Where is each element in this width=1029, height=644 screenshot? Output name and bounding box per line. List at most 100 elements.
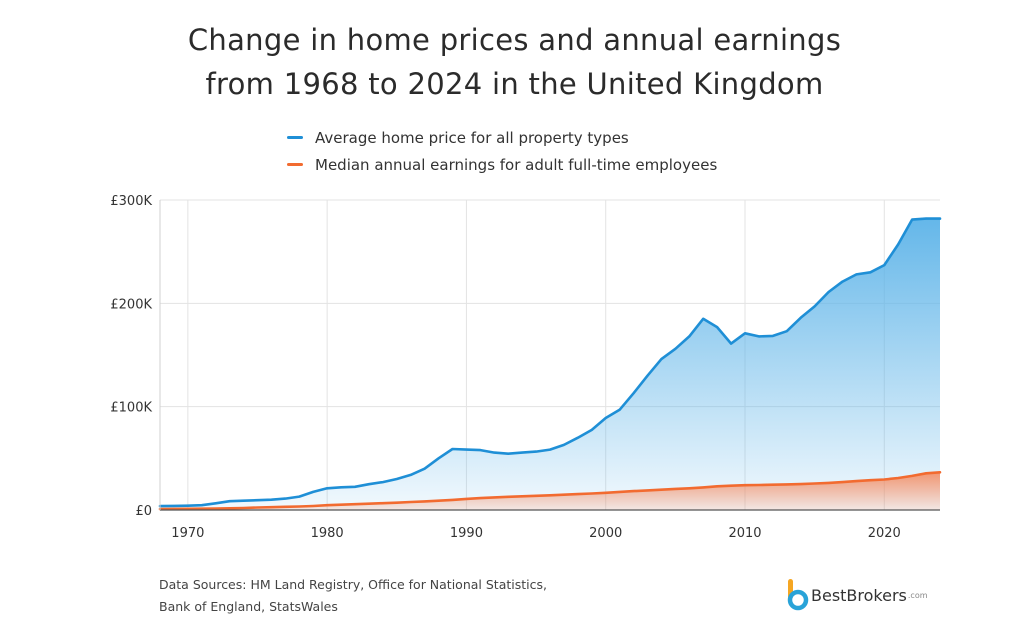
data-point-earnings [423, 500, 426, 503]
data-point-earnings [368, 502, 370, 505]
data-point-earnings [730, 484, 732, 487]
data-point-home-price [368, 483, 370, 486]
data-point-earnings [799, 483, 802, 485]
data-point-earnings [270, 506, 273, 509]
data-point-earnings [549, 494, 551, 497]
data-point-home-price [646, 374, 649, 377]
data-point-home-price [214, 502, 217, 505]
data-point-home-price [479, 449, 482, 451]
data-point-home-price [785, 330, 788, 333]
data-point-earnings [785, 483, 788, 486]
data-sources-note: Data Sources: HM Land Registry, Office f… [159, 574, 547, 618]
data-point-home-price [841, 280, 844, 283]
data-point-earnings [590, 492, 593, 495]
series-areas [160, 218, 940, 510]
x-tick-label: 1990 [450, 526, 483, 541]
series-area-home-price [160, 218, 940, 510]
chart-title: Change in home prices and annual earning… [0, 18, 1029, 106]
data-point-home-price [535, 450, 537, 453]
data-point-earnings [173, 507, 175, 510]
data-point-earnings [883, 478, 886, 481]
data-point-earnings [326, 504, 329, 507]
data-point-home-price [855, 273, 858, 276]
data-point-earnings [493, 496, 496, 499]
data-point-home-price [799, 316, 802, 319]
data-point-earnings [465, 498, 468, 500]
data-point-earnings [576, 493, 579, 495]
legend-swatch-earnings [287, 163, 303, 166]
data-point-earnings [535, 494, 537, 497]
y-tick-label: £200K [110, 297, 152, 312]
data-point-earnings [381, 502, 384, 505]
data-point-home-price [674, 347, 677, 350]
data-sources-line-1: Data Sources: HM Land Registry, Office f… [159, 577, 547, 592]
area-chart: £0 £100K £200K £300K 1970 1980 1990 2000 2010 202… [110, 194, 942, 541]
data-point-earnings [354, 503, 356, 506]
data-point-home-price [758, 335, 760, 338]
data-point-earnings [604, 491, 607, 494]
data-point-earnings [395, 501, 398, 504]
data-point-home-price [632, 392, 635, 395]
x-tick-label: 1980 [311, 526, 344, 541]
data-point-earnings [521, 495, 524, 498]
data-point-earnings [744, 484, 746, 487]
data-point-earnings [688, 487, 691, 490]
data-point-home-price [521, 451, 524, 454]
data-point-earnings [925, 472, 927, 475]
data-point-home-price [507, 452, 510, 455]
data-point-earnings [200, 507, 203, 510]
data-point-home-price [298, 495, 301, 498]
data-point-earnings [451, 498, 454, 501]
data-point-home-price [716, 326, 719, 328]
data-point-earnings [479, 497, 482, 500]
series-lines [158, 217, 942, 511]
brand-domain: .com [907, 590, 928, 600]
data-point-home-price [326, 487, 329, 490]
data-point-home-price [744, 332, 746, 335]
data-point-home-price [604, 417, 607, 419]
data-point-home-price [423, 467, 426, 470]
data-point-home-price [284, 497, 287, 500]
data-point-earnings [563, 493, 565, 496]
bestbrokers-logo-icon [787, 579, 809, 611]
data-point-earnings [507, 495, 510, 498]
chart-title-line-1: Change in home prices and annual earning… [187, 23, 842, 57]
data-point-earnings [911, 475, 914, 477]
data-point-earnings [716, 485, 719, 488]
data-point-home-price [200, 504, 203, 507]
data-point-home-price [437, 457, 440, 460]
data-point-home-price [618, 408, 621, 411]
data-point-earnings [256, 506, 259, 509]
data-point-home-price [939, 217, 941, 220]
data-point-home-price [493, 451, 496, 454]
data-point-home-price [228, 500, 231, 503]
data-point-earnings [618, 491, 621, 493]
data-point-home-price [813, 305, 816, 308]
data-point-earnings [284, 505, 287, 508]
brand-logo: BestBrokers .com [785, 578, 928, 612]
axes: £0 £100K £200K £300K 1970 1980 1990 2000 2010 202… [110, 194, 940, 541]
data-point-home-price [409, 473, 412, 476]
data-point-home-price [465, 448, 468, 451]
data-point-earnings [702, 486, 705, 489]
data-point-earnings [298, 505, 301, 508]
data-point-earnings [897, 477, 900, 479]
data-point-home-price [660, 358, 663, 361]
series-area-earnings [160, 472, 940, 510]
data-point-earnings [758, 484, 760, 486]
data-point-home-price [925, 217, 927, 220]
data-point-earnings [312, 505, 315, 507]
data-point-home-price [381, 481, 384, 483]
brand-name: BestBrokers [811, 585, 907, 605]
x-tick-label: 2020 [868, 526, 901, 541]
data-point-earnings [855, 480, 858, 482]
data-point-earnings [214, 507, 217, 510]
legend-swatch-home-price [287, 136, 303, 139]
data-point-home-price [340, 486, 342, 489]
data-point-home-price [451, 448, 454, 450]
data-point-earnings [646, 489, 649, 492]
data-point-earnings [242, 507, 245, 509]
data-point-home-price [730, 342, 732, 345]
x-tick-label: 2000 [589, 526, 622, 541]
y-tick-label: £100K [110, 401, 152, 416]
